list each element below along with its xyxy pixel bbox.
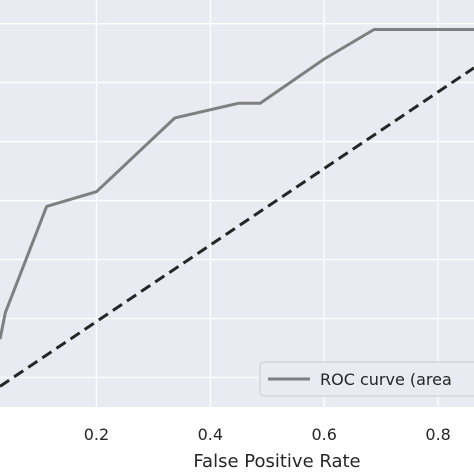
chance-diagonal-line [0,66,474,388]
x-tick-label: 0.6 [312,425,337,444]
legend: ROC curve (area [259,361,474,397]
x-axis-label: False Positive Rate [193,451,360,472]
series-layer [0,27,474,388]
x-tick-label: 0.8 [425,425,450,444]
legend-entry-roc: ROC curve (area [320,370,452,389]
roc-curve-line [0,27,474,340]
x-tick-labels: 0.2 0.4 0.6 0.8 [84,425,451,444]
legend-box [259,361,474,397]
x-tick-label: 0.4 [198,425,223,444]
x-tick-label: 0.2 [84,425,109,444]
plot-background [0,0,474,407]
grid-lines [0,0,474,407]
